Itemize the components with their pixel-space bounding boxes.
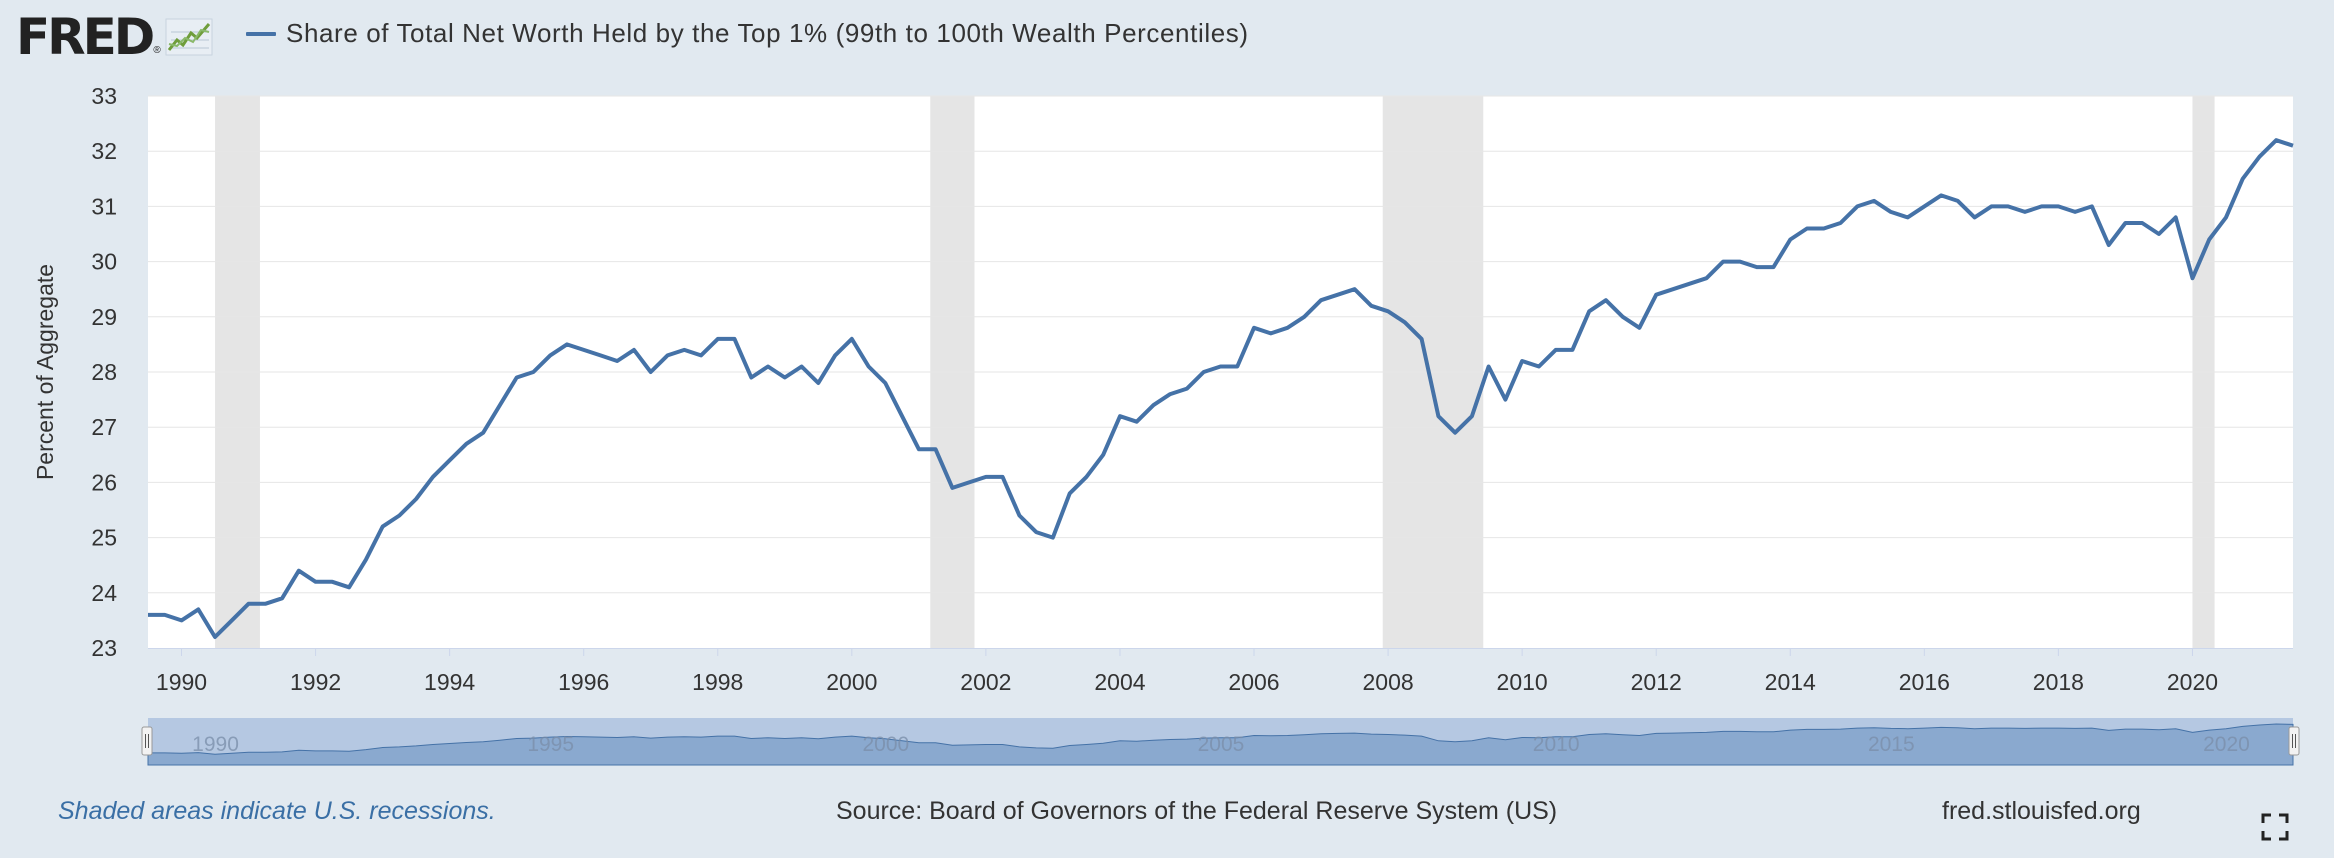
- x-tick-label: 2002: [960, 669, 1011, 695]
- x-tick-label: 1992: [290, 669, 341, 695]
- y-axis-label: Percent of Aggregate: [32, 264, 58, 480]
- y-tick-label: 32: [91, 138, 117, 164]
- x-tick-label: 2012: [1631, 669, 1682, 695]
- x-tick-label: 2010: [1497, 669, 1548, 695]
- navigator-year-label: 2020: [2203, 733, 2250, 756]
- y-tick-label: 33: [91, 83, 117, 109]
- y-tick-label: 29: [91, 304, 117, 330]
- x-tick-label: 2004: [1094, 669, 1145, 695]
- x-tick-label: 2014: [1765, 669, 1816, 695]
- navigator-year-label: 2010: [1533, 733, 1580, 756]
- series-line[interactable]: [148, 138, 2294, 639]
- series-swatch: [246, 31, 276, 36]
- y-tick-label: 25: [91, 525, 117, 551]
- y-tick-label: 23: [91, 635, 117, 661]
- navigator-left-handle[interactable]: [141, 726, 153, 756]
- x-tick-label: 2020: [2167, 669, 2218, 695]
- x-tick-label: 1990: [156, 669, 207, 695]
- navigator-area: [147, 723, 2294, 766]
- x-tick-label: 1996: [558, 669, 609, 695]
- navigator-year-label: 2005: [1198, 733, 1245, 756]
- fred-logo[interactable]: FRED ®: [16, 12, 213, 62]
- y-tick-label: 24: [91, 580, 117, 606]
- y-tick-label: 28: [91, 359, 117, 385]
- x-tick-label: 1994: [424, 669, 475, 695]
- navigator-right-handle[interactable]: [2288, 726, 2300, 756]
- recession-note-link[interactable]: Shaded areas indicate U.S. recessions.: [58, 797, 496, 825]
- logo-text: FRED: [16, 8, 155, 66]
- x-tick-label: 2008: [1362, 669, 1413, 695]
- y-tick-label: 30: [91, 249, 117, 275]
- navigator-year-label: 1995: [527, 733, 574, 756]
- navigator-year-label: 2000: [862, 733, 909, 756]
- site-link[interactable]: fred.stlouisfed.org: [1942, 797, 2141, 825]
- series-line-group: [148, 138, 2294, 639]
- x-tick-label: 2016: [1899, 669, 1950, 695]
- navigator-year-labels: 1990 1995 2000 2005 2010 2015 2020: [192, 733, 2250, 756]
- y-tick-label: 31: [91, 193, 117, 219]
- y-tick-label: 26: [91, 469, 117, 495]
- x-tick-label: 2018: [2033, 669, 2084, 695]
- series-title: Share of Total Net Worth Held by the Top…: [286, 18, 1249, 48]
- navigator-year-label: 1990: [192, 733, 239, 756]
- fullscreen-icon[interactable]: [2260, 812, 2290, 842]
- range-navigator[interactable]: 1990 1995 2000 2005 2010 2015 2020: [141, 718, 2300, 766]
- x-tick-label: 1998: [692, 669, 743, 695]
- x-axis: 1990 1992 1994 1996 1998 2000 2002 2004 2006 2008…: [148, 648, 2293, 695]
- x-tick-label: 2006: [1228, 669, 1279, 695]
- navigator-series-area: [147, 723, 2294, 766]
- grid-lines: [148, 95, 2293, 594]
- logo-registered-mark: ®: [153, 45, 161, 56]
- source-note: Source: Board of Governors of the Federa…: [836, 797, 1558, 825]
- y-axis: 23 24 25 26 27 28 29 30 31 32 33: [91, 83, 117, 661]
- navigator-year-label: 2015: [1868, 733, 1915, 756]
- y-tick-label: 27: [91, 414, 117, 440]
- x-tick-label: 2000: [826, 669, 877, 695]
- series-legend[interactable]: Share of Total Net Worth Held by the Top…: [246, 18, 1249, 49]
- fred-graph-icon: [165, 18, 213, 56]
- chart-header: FRED ® Share of Total Net Worth Held by …: [0, 0, 2334, 80]
